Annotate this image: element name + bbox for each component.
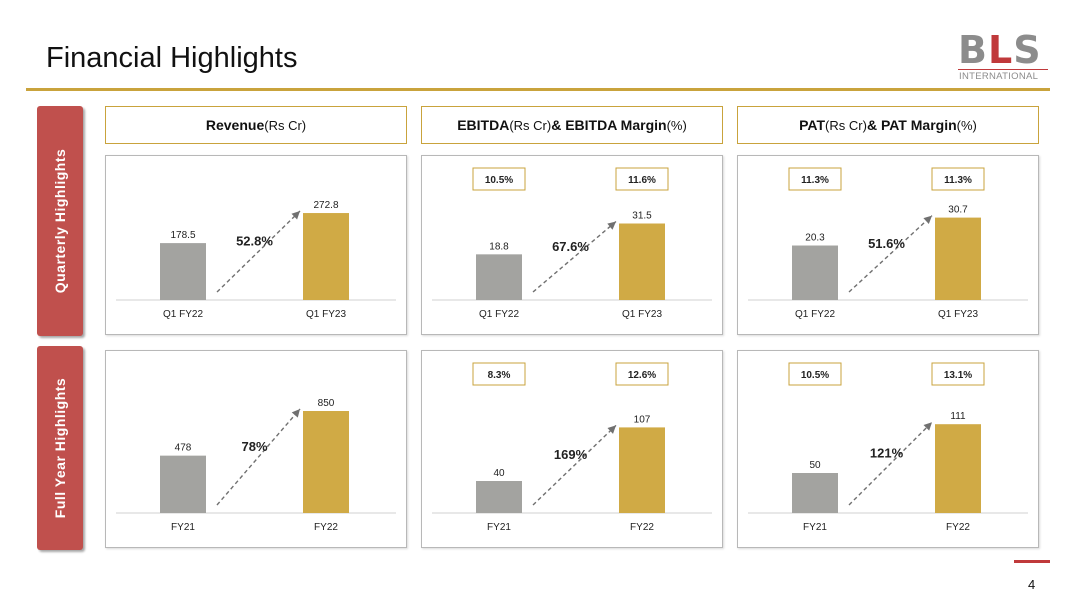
bar-value-label: 178.5: [170, 230, 195, 241]
chart-svg: 50 FY21 111 FY22 10.5% 13.1% 121%: [748, 362, 1028, 533]
svg-text:11.3%: 11.3%: [944, 175, 972, 186]
x-tick-label: Q1 FY23: [306, 309, 346, 320]
column-header-revenue: Revenue (Rs Cr): [105, 106, 407, 144]
chart-revenue-full-year: 478 FY21 850 FY22 78%: [105, 350, 407, 548]
chart-svg: 40 FY21 107 FY22 8.3% 12.6% 169%: [432, 362, 712, 533]
growth-label: 52.8%: [236, 234, 273, 249]
bar-q1-fy23: [935, 217, 981, 300]
growth-arrow: [216, 210, 301, 293]
growth-arrow-head: [607, 425, 616, 434]
bar-fy21: [476, 481, 522, 513]
bar-q1-fy22: [792, 245, 838, 300]
x-tick-label: FY21: [487, 522, 511, 533]
bar-value-label: 31.5: [632, 211, 652, 222]
row-label-quarterly: Quarterly Highlights: [37, 106, 83, 336]
margin-badge: 8.3%: [472, 362, 526, 386]
growth-arrow: [216, 408, 301, 506]
x-tick-label: Q1 FY22: [479, 309, 519, 320]
logo-subtitle: INTERNATIONAL: [959, 71, 1039, 82]
chart-pat-quarterly: 20.3 Q1 FY22 30.7 Q1 FY23 11.3% 11.3% 51.6%: [737, 155, 1039, 335]
bar-q1-fy23: [303, 213, 349, 300]
row-label-full-year: Full Year Highlights: [37, 346, 83, 550]
growth-arrow-head: [607, 221, 616, 230]
growth-label: 121%: [870, 446, 904, 461]
growth-label: 67.6%: [552, 239, 589, 254]
x-tick-label: Q1 FY23: [622, 309, 662, 320]
margin-badge: 11.3%: [788, 167, 842, 191]
bar-value-label: 50: [809, 460, 821, 471]
growth-arrow: [848, 421, 933, 506]
growth-label: 51.6%: [868, 236, 905, 251]
chart-pat-full-year: 50 FY21 111 FY22 10.5% 13.1% 121%: [737, 350, 1039, 548]
bar-value-label: 478: [175, 443, 192, 454]
chart-svg: 478 FY21 850 FY22 78%: [116, 398, 396, 533]
x-tick-label: FY22: [630, 522, 654, 533]
bls-logo: BLS INTERNATIONAL: [958, 28, 1050, 84]
logo-wordmark: BLS: [958, 28, 1042, 72]
chart-svg: 18.8 Q1 FY22 31.5 Q1 FY23 10.5% 11.6% 67.6%: [432, 167, 712, 320]
margin-badge: 12.6%: [615, 362, 669, 386]
svg-text:13.1%: 13.1%: [944, 370, 972, 381]
bar-q1-fy23: [619, 223, 665, 300]
bar-fy22: [303, 411, 349, 513]
svg-text:11.6%: 11.6%: [628, 175, 656, 186]
page-number-rule: [1014, 560, 1050, 563]
svg-text:8.3%: 8.3%: [488, 370, 511, 381]
page-title: Financial Highlights: [46, 42, 298, 74]
bar-q1-fy22: [160, 243, 206, 300]
bar-value-label: 850: [318, 398, 335, 409]
column-header-pat: PAT (Rs Cr) & PAT Margin (%): [737, 106, 1039, 144]
x-tick-label: FY21: [171, 522, 195, 533]
bar-value-label: 18.8: [489, 241, 509, 252]
x-tick-label: Q1 FY23: [938, 309, 978, 320]
svg-text:11.3%: 11.3%: [801, 175, 829, 186]
bar-q1-fy22: [476, 254, 522, 300]
bar-fy22: [935, 424, 981, 513]
bar-value-label: 40: [493, 468, 505, 479]
svg-text:12.6%: 12.6%: [628, 370, 656, 381]
chart-svg: 178.5 Q1 FY22 272.8 Q1 FY23 52.8%: [116, 200, 396, 320]
svg-text:10.5%: 10.5%: [485, 175, 513, 186]
growth-arrow-head: [291, 211, 300, 220]
x-tick-label: FY22: [946, 522, 970, 533]
logo-rule: [958, 69, 1048, 70]
chart-svg: 20.3 Q1 FY22 30.7 Q1 FY23 11.3% 11.3% 51.6%: [748, 167, 1028, 320]
margin-badge: 11.6%: [615, 167, 669, 191]
bar-value-label: 107: [634, 414, 651, 425]
chart-ebitda-full-year: 40 FY21 107 FY22 8.3% 12.6% 169%: [421, 350, 723, 548]
x-tick-label: Q1 FY22: [795, 309, 835, 320]
bar-value-label: 30.7: [948, 205, 968, 216]
growth-arrow: [532, 220, 617, 293]
bar-value-label: 111: [950, 411, 966, 422]
margin-badge: 10.5%: [788, 362, 842, 386]
margin-badge: 11.3%: [931, 167, 985, 191]
bar-value-label: 20.3: [805, 233, 825, 244]
x-tick-label: FY22: [314, 522, 338, 533]
chart-revenue-quarterly: 178.5 Q1 FY22 272.8 Q1 FY23 52.8%: [105, 155, 407, 335]
column-header-ebitda: EBITDA (Rs Cr) & EBITDA Margin (%): [421, 106, 723, 144]
margin-badge: 13.1%: [931, 362, 985, 386]
growth-arrow: [848, 215, 933, 293]
growth-arrow-head: [923, 215, 932, 224]
x-tick-label: Q1 FY22: [163, 309, 203, 320]
growth-arrow-head: [923, 422, 932, 431]
bar-fy22: [619, 427, 665, 513]
title-divider: [26, 88, 1050, 91]
x-tick-label: FY21: [803, 522, 827, 533]
svg-text:10.5%: 10.5%: [801, 370, 829, 381]
page-number: 4: [1028, 577, 1036, 592]
growth-label: 169%: [554, 447, 588, 462]
chart-ebitda-quarterly: 18.8 Q1 FY22 31.5 Q1 FY23 10.5% 11.6% 67.6%: [421, 155, 723, 335]
bar-value-label: 272.8: [313, 200, 338, 211]
growth-arrow: [532, 424, 617, 506]
growth-arrow-head: [291, 409, 300, 418]
growth-label: 78%: [241, 439, 267, 454]
bar-fy21: [792, 473, 838, 513]
bar-fy21: [160, 455, 206, 513]
margin-badge: 10.5%: [472, 167, 526, 191]
